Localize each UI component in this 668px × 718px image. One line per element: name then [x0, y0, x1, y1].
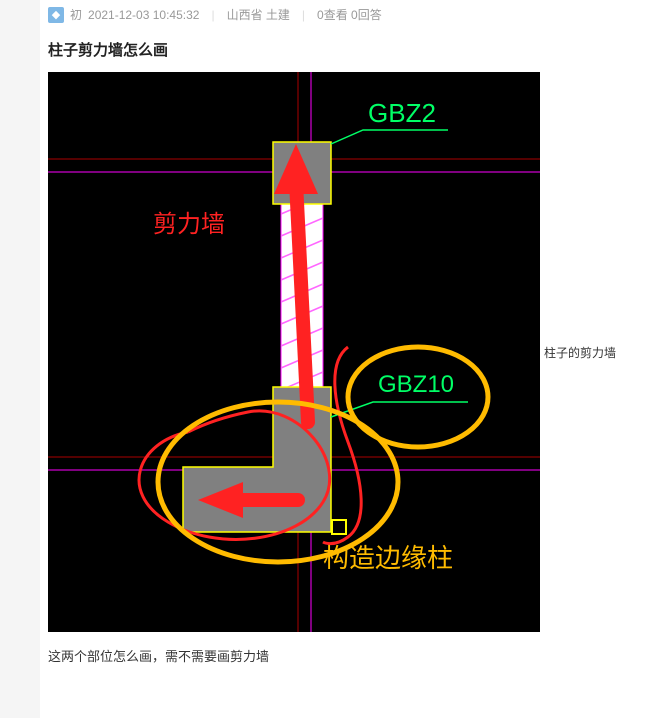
post-container: ◆ 初 2021-12-03 10:45:32 | 山西省 土建 | 0查看 0… — [40, 0, 668, 718]
avatar-icon: ◆ — [48, 7, 64, 23]
post-meta: ◆ 初 2021-12-03 10:45:32 | 山西省 土建 | 0查看 0… — [48, 4, 660, 33]
svg-text:GBZ2: GBZ2 — [368, 98, 436, 128]
post-stats: 0查看 0回答 — [317, 6, 382, 23]
svg-text:剪力墙: 剪力墙 — [153, 211, 225, 238]
post-title: 柱子剪力墙怎么画 — [48, 39, 660, 60]
post-datetime: 2021-12-03 10:45:32 — [88, 8, 199, 22]
cad-image[interactable]: GBZ2 GBZ10 剪力墙构造边缘柱 — [48, 72, 540, 632]
bottom-description: 这两个部位怎么画，需不需要画剪力墙 — [48, 646, 660, 665]
svg-text:GBZ10: GBZ10 — [378, 371, 454, 398]
meta-sep-1: | — [205, 8, 220, 22]
username[interactable]: 初 — [70, 6, 82, 23]
meta-sep-2: | — [296, 8, 311, 22]
figure-wrap: GBZ2 GBZ10 剪力墙构造边缘柱 柱子的剪力墙 — [48, 72, 660, 632]
post-location: 山西省 土建 — [227, 6, 290, 23]
side-caption: 柱子的剪力墙 — [544, 344, 616, 361]
svg-text:构造边缘柱: 构造边缘柱 — [323, 543, 453, 573]
